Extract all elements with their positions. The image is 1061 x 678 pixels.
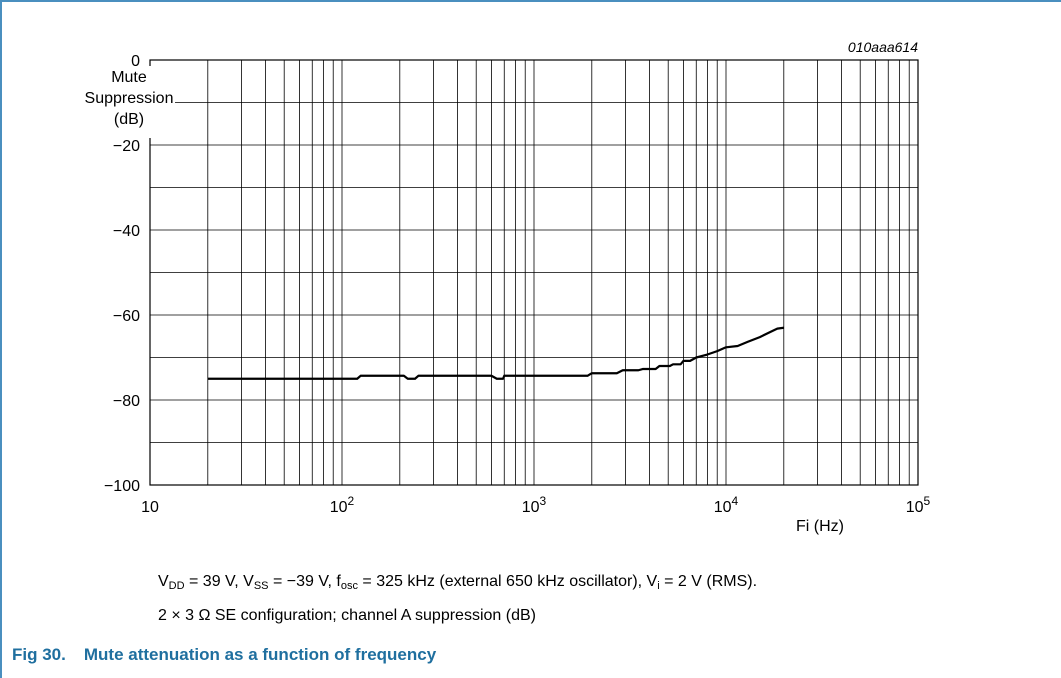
caption-text: V xyxy=(158,573,169,590)
caption-configuration: 2 × 3 Ω SE configuration; channel A supp… xyxy=(158,607,536,624)
chart-grid xyxy=(149,59,919,486)
caption-conditions: VDD = 39 V, VSS = −39 V, fosc = 325 kHz … xyxy=(158,573,758,592)
y-tick-label: −40 xyxy=(113,223,140,240)
caption-subscript: osc xyxy=(340,580,358,592)
x-tick-label: 102 xyxy=(330,494,355,516)
caption-text: = 39 V, V xyxy=(184,573,254,590)
y-tick-label: −20 xyxy=(113,138,140,155)
caption-subscript: SS xyxy=(253,580,269,592)
x-axis-label: Fi (Hz) xyxy=(796,518,844,535)
y-axis-label-line: Mute xyxy=(111,69,147,86)
chart-series xyxy=(207,326,784,380)
caption-text: = 2 V (RMS). xyxy=(659,573,758,590)
y-tick-label: 0 xyxy=(131,53,140,70)
y-axis-label-line: Suppression xyxy=(85,90,174,107)
caption-subscript: DD xyxy=(168,580,185,592)
figure-title: Fig 30. Mute attenuation as a function of… xyxy=(12,645,436,665)
ylabel-backing xyxy=(85,66,175,138)
figure-id: 010aaa614 xyxy=(848,39,918,55)
series-line xyxy=(207,326,784,380)
x-tick-label: 104 xyxy=(714,494,739,516)
figure-number: Fig 30. xyxy=(12,645,66,664)
plot-frame xyxy=(149,59,919,486)
caption-subscript: i xyxy=(657,580,660,592)
figure-title-text: Mute attenuation as a function of freque… xyxy=(83,645,437,664)
x-tick-label: 105 xyxy=(906,494,931,516)
y-axis-label-line: (dB) xyxy=(114,111,144,128)
y-tick-label: −100 xyxy=(104,478,140,495)
caption-text: = 325 kHz (external 650 kHz oscillator),… xyxy=(357,573,658,590)
x-tick-label: 10 xyxy=(141,499,159,516)
caption-text: = −39 V, f xyxy=(268,573,341,590)
y-tick-label: −60 xyxy=(113,308,140,325)
x-tick-label: 103 xyxy=(522,494,547,516)
y-tick-label: −80 xyxy=(113,393,140,410)
